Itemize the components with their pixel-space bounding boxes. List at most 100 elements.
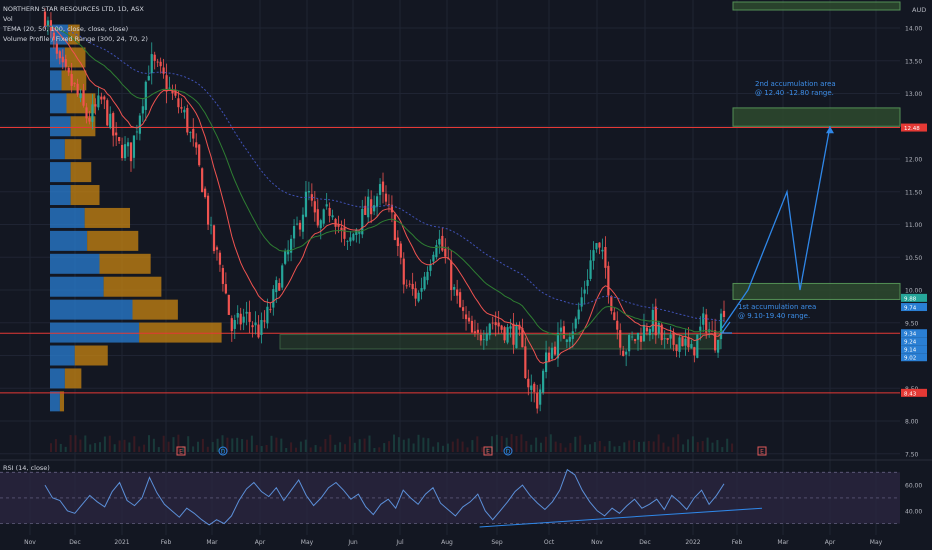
x-tick-label-0: Nov	[24, 539, 36, 546]
volume-bar-59	[339, 442, 342, 452]
volume-bar-5	[74, 435, 77, 452]
y-tick-label-7: 10.50	[905, 255, 922, 262]
candle-body-136	[447, 258, 450, 260]
volume-bar-104	[559, 443, 562, 452]
candle-body-36	[150, 54, 153, 74]
tema-20-line	[44, 25, 725, 364]
price-label-bg-6	[901, 353, 927, 362]
volume-bar-47	[280, 438, 283, 452]
volume-bar-74	[412, 443, 415, 452]
event-marker-1: D	[221, 449, 226, 456]
volume-bar-136	[716, 440, 719, 452]
candle-body-16	[91, 104, 94, 122]
candle-body-47	[183, 109, 186, 113]
candle-body-0	[43, 11, 47, 27]
rsi-title[interactable]: RSI (14, close)	[3, 464, 50, 472]
volume-bar-4	[69, 435, 72, 452]
indicator-vol-label[interactable]: Vol	[3, 15, 13, 23]
volume-bar-120	[638, 441, 640, 452]
volume-bar-10	[99, 442, 101, 452]
volume-bar-54	[314, 445, 317, 452]
candle-body-91	[313, 201, 316, 213]
symbol-title: NORTHERN STAR RESOURCES LTD, 1D, ASX	[3, 5, 144, 13]
volume-bar-137	[721, 447, 724, 452]
volume-bar-61	[348, 436, 351, 452]
volume-bar-27	[182, 446, 185, 452]
tema-100-line	[44, 25, 725, 322]
price-label-bg-2	[901, 303, 927, 312]
zone-annotation-1-line-1: @ 9.10-19.40 range.	[738, 312, 810, 320]
vp-down-bar-7	[70, 185, 100, 206]
volume-bar-26	[177, 434, 180, 452]
volume-bar-123	[652, 441, 655, 452]
candle-body-220	[696, 334, 699, 358]
x-tick-label-13: Dec	[639, 539, 651, 546]
candle-body-144	[470, 320, 474, 333]
volume-bar-31	[201, 438, 204, 452]
tema-50-line	[44, 25, 725, 336]
volume-bar-11	[103, 436, 106, 452]
volume-bar-52	[304, 439, 307, 452]
vp-up-bar-11	[50, 276, 104, 297]
candle-body-228	[719, 313, 723, 340]
candle-body-90	[310, 194, 313, 201]
candle-body-41	[165, 75, 168, 92]
candle-body-50	[192, 128, 195, 139]
candle-body-156	[506, 327, 509, 343]
candle-body-7	[64, 59, 67, 67]
candle-body-166	[536, 393, 539, 409]
x-tick-label-1: Dec	[69, 539, 81, 546]
candle-body-168	[542, 370, 545, 393]
x-tick-label-10: Sep	[491, 539, 503, 546]
volume-bar-63	[358, 439, 361, 452]
volume-bar-36	[226, 437, 229, 452]
candle-body-151	[491, 322, 494, 324]
vp-up-bar-15	[50, 368, 65, 389]
candle-body-33	[141, 106, 144, 114]
candle-body-116	[387, 204, 391, 206]
candle-body-65	[236, 312, 239, 318]
volume-bar-106	[569, 443, 572, 452]
candle-body-121	[402, 258, 405, 285]
volume-bar-91	[495, 434, 498, 452]
volume-bar-94	[510, 434, 513, 452]
candle-body-214	[678, 337, 681, 352]
indicator-tema-label[interactable]: TEMA (20, 50, 100, close, close, close)	[2, 25, 128, 33]
vp-up-bar-9	[50, 230, 88, 251]
candle-body-32	[138, 115, 141, 134]
y-tick-label-8: 10.00	[905, 288, 922, 295]
candle-body-27	[123, 144, 127, 159]
volume-bar-70	[393, 434, 395, 452]
candle-body-74	[263, 320, 266, 322]
candle-body-123	[408, 283, 411, 285]
candle-body-20	[103, 96, 106, 100]
vp-down-bar-14	[74, 345, 108, 366]
volume-bars	[50, 434, 734, 452]
volume-bar-139	[731, 443, 734, 452]
indicator-vp-label[interactable]: Volume Profile / Fixed Range (300, 24, 7…	[3, 35, 148, 43]
event-marker-shape-2	[483, 446, 493, 456]
candle-body-37	[153, 54, 156, 61]
volume-bar-129	[682, 444, 685, 452]
x-tick-label-15: Feb	[732, 539, 743, 546]
vp-up-bar-5	[50, 139, 65, 160]
top-zone	[732, 1, 901, 11]
candle-body-29	[129, 142, 133, 162]
candle-body-222	[702, 313, 705, 325]
volume-bar-14	[118, 440, 121, 452]
candle-body-189	[604, 247, 607, 268]
price-label-bg-1	[901, 293, 927, 302]
volume-bar-37	[231, 438, 234, 452]
candle-body-111	[373, 205, 376, 212]
candle-body-108	[364, 205, 367, 215]
horizontal-levels	[0, 127, 900, 394]
volume-bar-72	[402, 439, 405, 452]
candle-body-139	[456, 289, 459, 296]
volume-bar-33	[211, 442, 214, 452]
volume-bar-82	[451, 441, 454, 452]
volume-bar-116	[618, 445, 621, 452]
volume-bar-133	[701, 441, 704, 452]
volume-bar-29	[192, 446, 195, 452]
candle-body-100	[340, 227, 343, 231]
